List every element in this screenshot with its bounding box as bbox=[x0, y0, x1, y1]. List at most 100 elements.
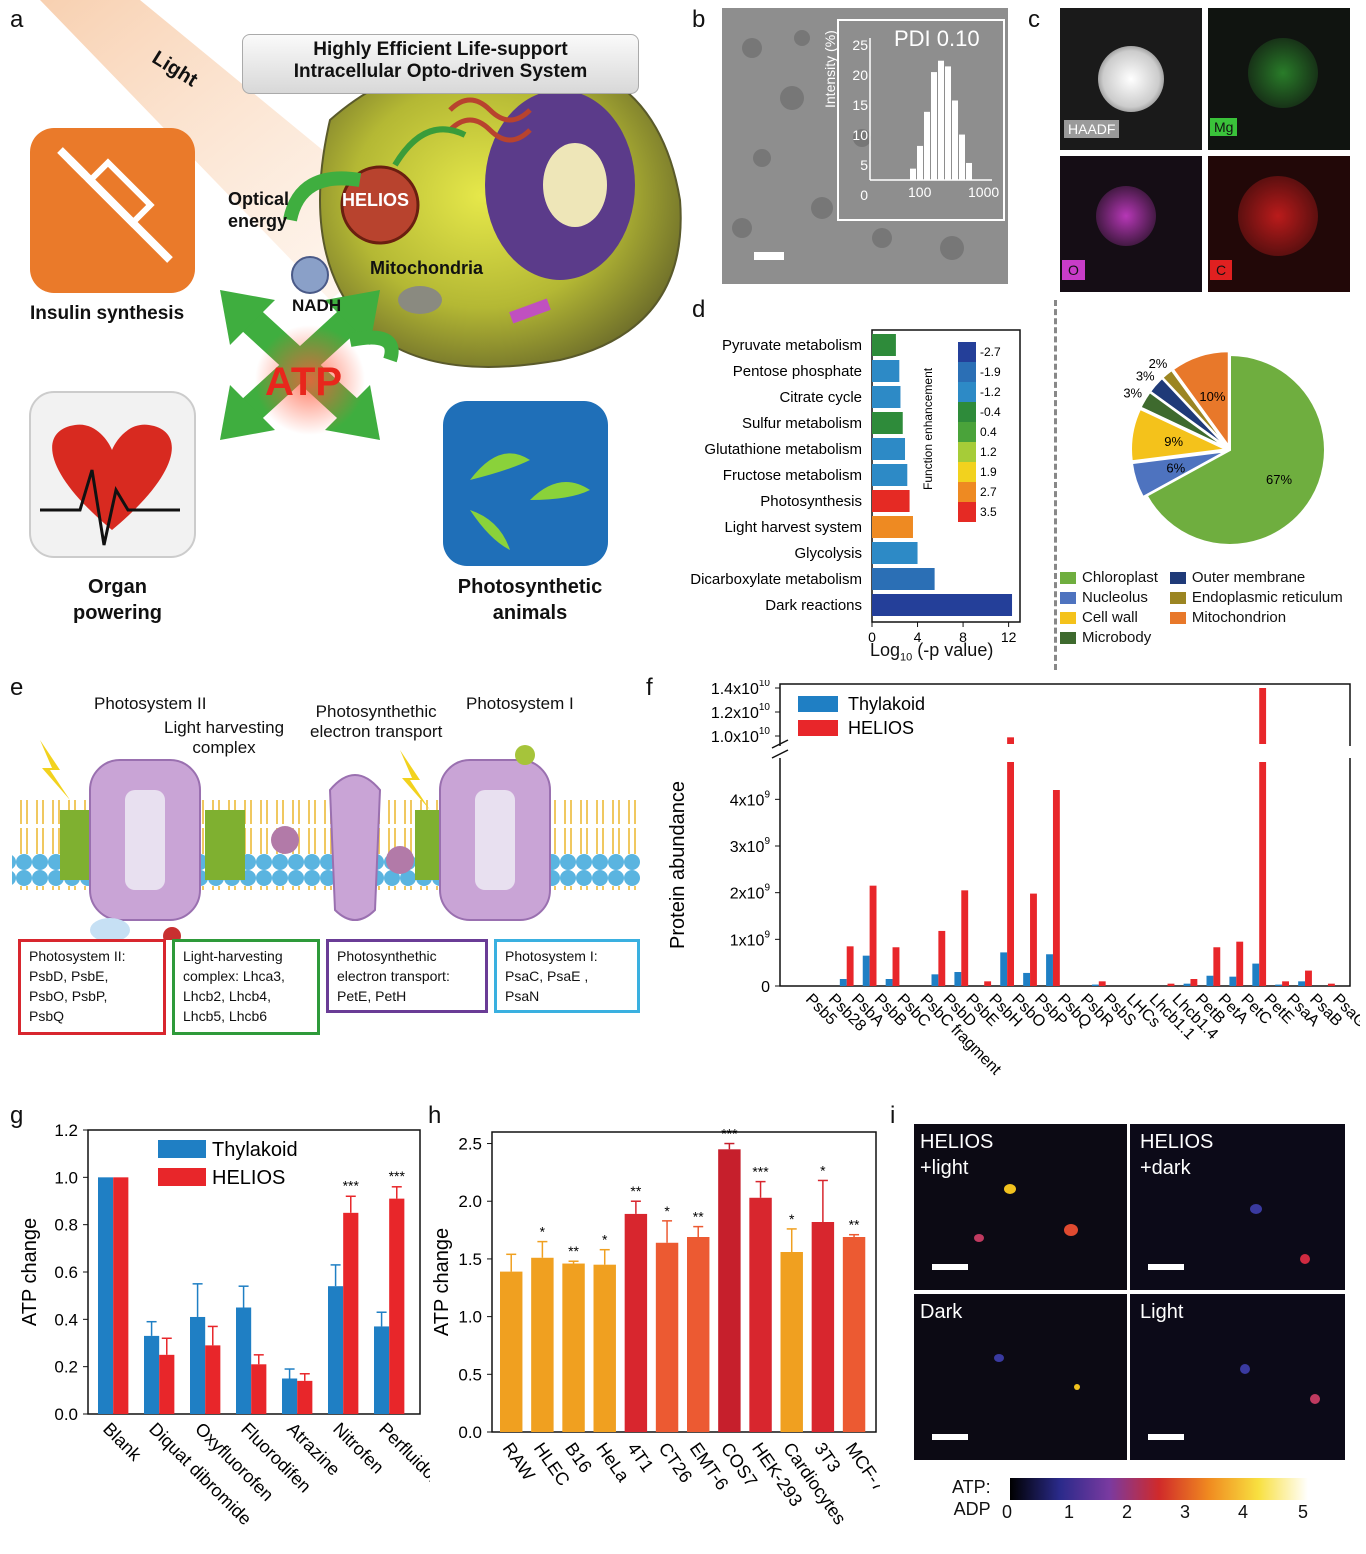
h-sig-label: *** bbox=[721, 1126, 738, 1142]
panel-c: HAADF Mg O C bbox=[1060, 8, 1360, 292]
syringe-icon bbox=[57, 147, 173, 263]
h-sig-label: * bbox=[789, 1211, 795, 1227]
pie-legend-swatch bbox=[1169, 572, 1186, 585]
panel-h: 0.0 0.5 1.0 1.5 2.0 2.5 RAW * HLEC ** B16 * HeLa ** 4T… bbox=[430, 1110, 889, 1549]
lightning-icon bbox=[40, 740, 70, 800]
pie-legend-swatch bbox=[1060, 632, 1076, 645]
i-cell bbox=[1300, 1254, 1310, 1264]
f-legend-swatch bbox=[798, 720, 838, 736]
inset-ytick: 20 bbox=[852, 67, 868, 83]
h-bar bbox=[655, 1242, 679, 1432]
panel-label-d: d bbox=[692, 296, 706, 323]
panel-i: HELIOS +light HELIOS +dark Dark Light bbox=[914, 1124, 1354, 1462]
inset-bar bbox=[924, 111, 930, 180]
d-colorbar-tick: 3.5 bbox=[980, 505, 997, 519]
panel-label-a: a bbox=[10, 6, 24, 33]
i-cell bbox=[1074, 1384, 1080, 1390]
mitochondrion-1 bbox=[398, 286, 442, 314]
d-xtick-label: 0 bbox=[868, 629, 876, 645]
pie-legend-label: Cell wall bbox=[1082, 609, 1138, 626]
panel-d-pie: 67% 6% 9% 3% 3% 2% 10% bbox=[1070, 320, 1360, 560]
panel-b-micrograph: PDI 0.10 Intensity (%) 25 20 15 10 5 0 1… bbox=[722, 8, 1008, 284]
g-bar bbox=[190, 1316, 206, 1414]
d-xtick-label: 4 bbox=[914, 629, 922, 645]
h-ytick-label: 2.0 bbox=[458, 1192, 482, 1211]
g-bar bbox=[159, 1354, 175, 1414]
h-bar bbox=[749, 1197, 772, 1432]
i-tile2-line1: HELIOS bbox=[1140, 1131, 1214, 1153]
scale-bar bbox=[754, 252, 784, 260]
atp-label: ATP bbox=[265, 360, 343, 404]
pie-legend-item: Outer membrane bbox=[1169, 568, 1343, 588]
inset-xtick-100: 100 bbox=[908, 184, 932, 200]
h-ytick-label: 2.5 bbox=[458, 1135, 482, 1154]
h-ytick-label: 0.0 bbox=[458, 1423, 482, 1442]
h-bar bbox=[531, 1257, 554, 1432]
d-colorbar-title: Function enhancement bbox=[921, 367, 935, 490]
inset-ytick: 10 bbox=[852, 127, 868, 143]
f-bar bbox=[1046, 954, 1053, 986]
photo-line1: Photosynthetic bbox=[457, 576, 603, 598]
h-category-label: CT26 bbox=[655, 1439, 697, 1487]
water-icon bbox=[90, 918, 130, 942]
nucleolus bbox=[543, 143, 607, 227]
i-tile-dark: Dark bbox=[914, 1294, 1127, 1460]
optical-energy-line1: Optical bbox=[228, 189, 290, 209]
f-legend-label: HELIOS bbox=[848, 718, 914, 738]
f-bar bbox=[885, 979, 893, 986]
helios-label: HELIOS bbox=[342, 190, 410, 210]
d-category-label: Citrate cycle bbox=[779, 389, 862, 406]
f-bar bbox=[1282, 981, 1289, 986]
f-bar bbox=[1052, 790, 1060, 986]
inset-frame bbox=[837, 19, 1005, 221]
electron-transport-shape bbox=[328, 774, 382, 921]
nadh-arrow bbox=[348, 330, 399, 363]
g-bar bbox=[144, 1335, 160, 1414]
e-photosystem-ii: Photosystem II bbox=[94, 694, 207, 713]
g-bar bbox=[343, 1212, 359, 1414]
plastoquinone bbox=[271, 826, 299, 854]
f-bar bbox=[892, 947, 900, 986]
d-colorbar-cell bbox=[958, 402, 976, 422]
nadph-icon bbox=[515, 745, 535, 765]
system-title-line2: Intracellular Opto-driven System bbox=[293, 61, 588, 82]
d-colorbar-cell bbox=[958, 362, 976, 382]
e-box3-line: PetE, PetH bbox=[337, 988, 407, 1004]
d-category-label: Photosynthesis bbox=[760, 493, 862, 510]
f-bar bbox=[1252, 963, 1260, 986]
d-colorbar-tick: -2.7 bbox=[980, 345, 1001, 359]
f-bar bbox=[1305, 970, 1312, 986]
f-bar bbox=[1206, 975, 1214, 986]
e-box4-line: PsaC, PsaE , bbox=[505, 968, 589, 984]
panel-a-illustration bbox=[29, 0, 682, 566]
inset-bar bbox=[952, 100, 958, 180]
d-colorbar-cell bbox=[958, 442, 976, 462]
d-xlabel-tail: (-p value) bbox=[912, 640, 994, 660]
inset-bar bbox=[931, 72, 937, 180]
mg-label: Mg bbox=[1210, 118, 1238, 136]
pie-slice bbox=[1161, 368, 1229, 448]
d-colorbar-cell bbox=[958, 462, 976, 482]
d-bar bbox=[872, 438, 906, 460]
d-category-label: Light harvest system bbox=[724, 519, 862, 536]
inset-ytick: 5 bbox=[860, 157, 868, 173]
g-legend-swatch bbox=[158, 1168, 206, 1186]
f-bar bbox=[869, 885, 877, 986]
d-xlabel: Log10 (-p value) bbox=[870, 640, 993, 664]
h-bar bbox=[562, 1263, 585, 1432]
haadf-particle bbox=[1098, 46, 1164, 112]
i-tile-light: Light bbox=[1130, 1294, 1345, 1460]
g-ylabel: ATP change bbox=[19, 1218, 41, 1326]
i-tile4-line1: Light bbox=[1140, 1301, 1184, 1323]
pie-legend-label: Mitochondrion bbox=[1191, 609, 1287, 626]
g-legend-label: Thylakoid bbox=[212, 1139, 298, 1161]
f-bar bbox=[1259, 688, 1267, 744]
f-ytick-exp: 9 bbox=[764, 883, 770, 894]
f-legend-swatch bbox=[798, 696, 838, 712]
i-tile1-line2: +light bbox=[920, 1157, 969, 1179]
f-bar bbox=[938, 930, 946, 986]
h-sig-label: *** bbox=[752, 1164, 769, 1180]
d-colorbar-cell bbox=[958, 382, 976, 402]
d-bar bbox=[872, 412, 903, 434]
d-colorbar-cell bbox=[958, 482, 976, 502]
